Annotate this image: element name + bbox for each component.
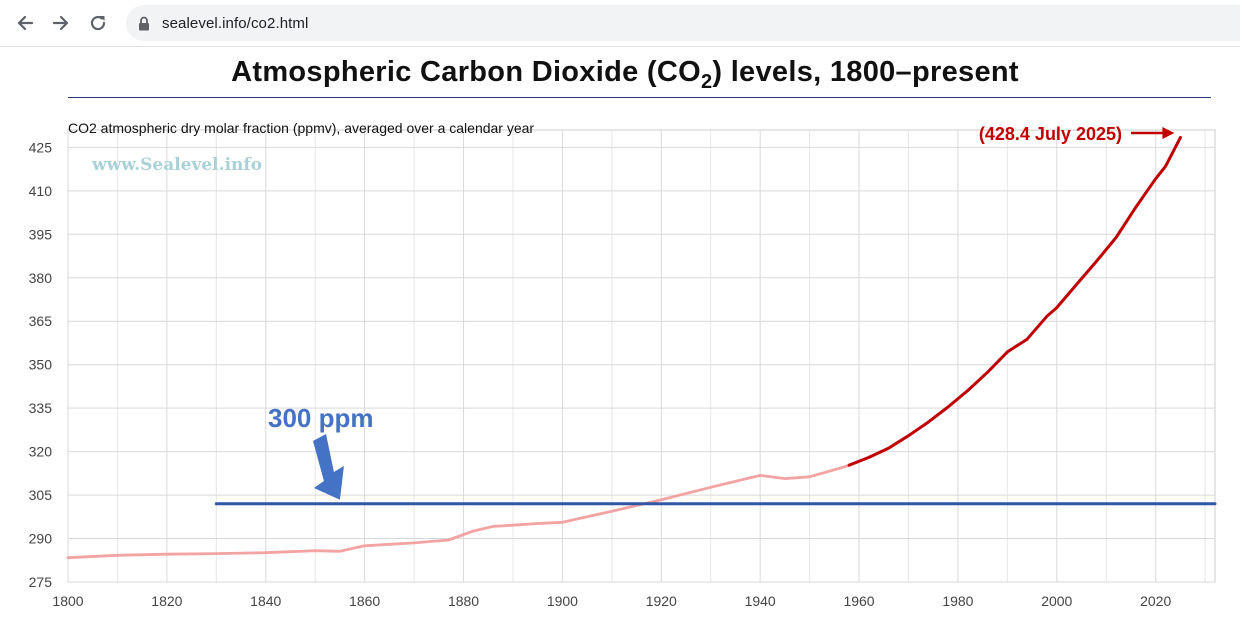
series-dark <box>847 136 1182 467</box>
data-point <box>1025 337 1029 341</box>
data-point <box>808 475 811 479</box>
grid-lines <box>67 130 1215 583</box>
latest-value-annotation: (428.4 July 2025) <box>979 124 1122 144</box>
data-point <box>363 544 366 548</box>
data-point <box>491 525 495 528</box>
x-tick-label: 1940 <box>745 593 776 609</box>
data-point <box>610 510 614 513</box>
y-tick-label: 410 <box>29 183 53 199</box>
data-point <box>472 529 475 533</box>
data-point <box>1114 236 1118 239</box>
series-light <box>66 464 851 560</box>
data-point <box>946 405 950 409</box>
data-point <box>264 551 268 555</box>
x-tick-label: 1980 <box>942 593 973 609</box>
data-point <box>1045 315 1049 318</box>
reload-button[interactable] <box>83 8 113 38</box>
chart-subtitle: CO2 atmospheric dry molar fraction (ppmv… <box>68 120 534 136</box>
data-point <box>783 477 787 480</box>
x-tick-label: 1880 <box>448 593 479 609</box>
y-tick-label: 320 <box>29 444 53 460</box>
data-point <box>536 522 539 525</box>
y-tick-label: 305 <box>29 487 53 503</box>
data-point <box>66 556 70 559</box>
y-tick-label: 275 <box>29 574 53 590</box>
x-tick-label: 1800 <box>52 593 83 609</box>
data-point <box>1095 260 1098 263</box>
y-tick-label: 350 <box>29 357 53 373</box>
data-point <box>758 474 762 477</box>
y-tick-label: 365 <box>29 313 53 329</box>
data-point <box>709 485 713 489</box>
data-point <box>1134 205 1138 209</box>
data-point <box>116 554 119 557</box>
data-point <box>412 541 416 545</box>
watermark: www.Sealevel.info <box>91 155 262 175</box>
annotation-arrow-head-icon <box>1162 127 1175 139</box>
data-point <box>1154 177 1157 180</box>
address-bar[interactable]: sealevel.info/co2.html <box>126 5 1240 41</box>
reference-annotation: 300 ppm <box>268 403 374 433</box>
data-point <box>511 523 515 527</box>
data-point <box>659 498 663 502</box>
data-point <box>1055 306 1059 309</box>
x-tick-label: 1820 <box>151 593 182 609</box>
y-tick-label: 290 <box>29 531 53 547</box>
data-point <box>215 552 218 555</box>
browser-toolbar: sealevel.info/co2.html <box>0 0 1240 47</box>
data-point <box>1164 164 1167 168</box>
lock-icon <box>138 15 152 31</box>
title-end: ) levels, 1800–present <box>712 56 1019 88</box>
x-tick-label: 1840 <box>250 593 281 609</box>
data-point <box>907 434 910 437</box>
title-rule <box>68 97 1211 98</box>
title-main: Atmospheric Carbon Dioxide (CO <box>231 56 701 88</box>
y-tick-label: 395 <box>29 226 53 242</box>
data-point <box>165 552 169 556</box>
x-tick-label: 2020 <box>1140 593 1171 609</box>
forward-button[interactable] <box>46 8 76 38</box>
y-tick-label: 335 <box>29 400 53 416</box>
down-arrow-icon <box>313 434 344 500</box>
back-arrow-icon <box>17 15 34 31</box>
plot-area <box>67 129 1216 583</box>
reload-icon <box>90 15 106 31</box>
page-title: Atmospheric Carbon Dioxide (CO2) levels,… <box>0 56 1240 92</box>
data-point <box>338 549 342 553</box>
data-point <box>1006 350 1009 354</box>
data-point <box>887 446 890 450</box>
x-tick-label: 1900 <box>547 593 578 609</box>
x-tick-label: 1860 <box>349 593 380 609</box>
data-point <box>561 521 564 524</box>
data-point <box>1075 283 1078 286</box>
back-button[interactable] <box>10 8 40 38</box>
data-point <box>966 389 970 392</box>
data-point <box>447 538 450 542</box>
data-point <box>926 420 930 424</box>
data-point <box>986 370 989 374</box>
data-point <box>867 456 871 459</box>
x-tick-label: 2000 <box>1041 593 1072 609</box>
y-tick-label: 380 <box>29 270 53 286</box>
data-point <box>1179 136 1182 139</box>
data-point <box>313 549 317 553</box>
data-point <box>847 463 851 467</box>
x-tick-label: 1920 <box>646 593 677 609</box>
title-subscript: 2 <box>700 71 713 93</box>
y-tick-label: 425 <box>29 139 53 155</box>
forward-arrow-icon <box>52 15 69 31</box>
url-text[interactable]: sealevel.info/co2.html <box>162 14 309 32</box>
x-tick-label: 1960 <box>843 593 874 609</box>
